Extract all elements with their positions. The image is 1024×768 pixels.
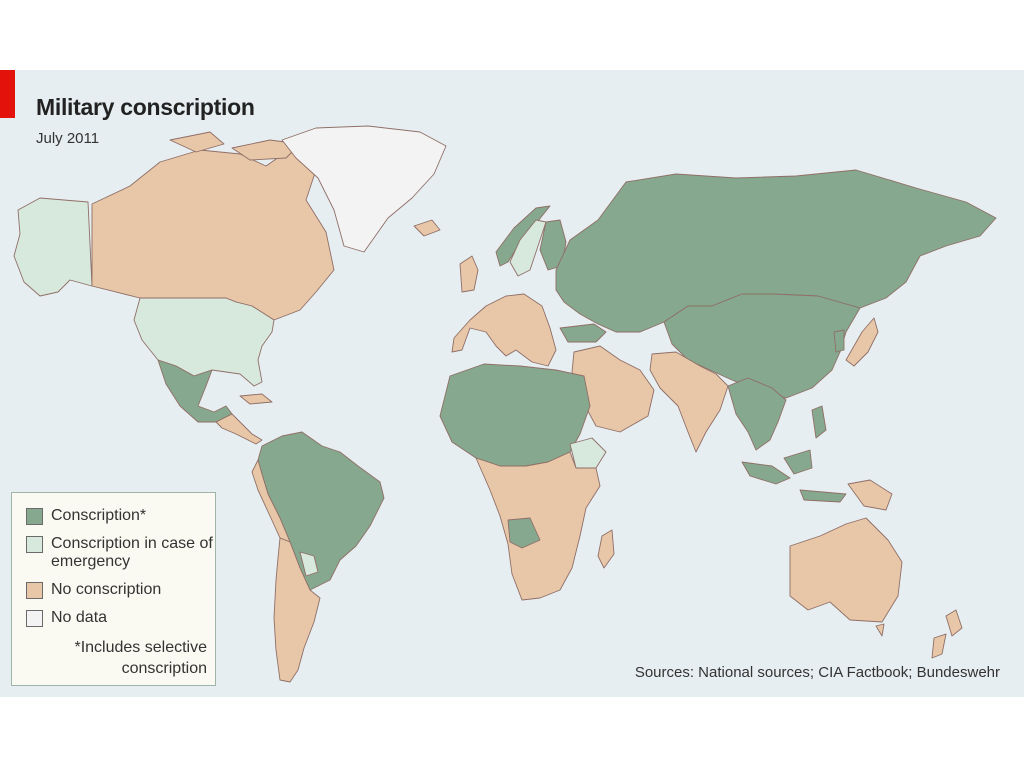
legend: Conscription* Conscription in case of em… — [11, 492, 216, 686]
region-western-europe — [451, 293, 557, 367]
region-central-america — [215, 413, 263, 445]
map-panel: Military conscription July 2011 Conscrip… — [0, 70, 1024, 697]
region-madagascar — [597, 529, 615, 569]
region-new-guinea — [847, 479, 893, 511]
region-iceland — [413, 219, 441, 237]
region-china — [663, 293, 861, 399]
region-indonesia — [741, 461, 791, 485]
legend-swatch — [26, 582, 43, 599]
region-ethiopia — [569, 437, 607, 469]
map-subtitle: July 2011 — [36, 130, 100, 147]
region-angola — [507, 517, 541, 549]
region-indonesia — [783, 449, 813, 475]
accent-bar — [0, 70, 15, 118]
region-usa — [133, 297, 275, 387]
region-new-zealand — [931, 633, 947, 659]
legend-label: Conscription in case of emergency — [51, 535, 213, 570]
region-india — [649, 351, 729, 453]
region-southeast-asia — [727, 377, 787, 451]
region-paraguay — [299, 551, 319, 577]
region-greenland — [281, 125, 447, 253]
region-australia — [789, 517, 903, 623]
map-title: Military conscription — [36, 94, 255, 120]
region-argentina-chile — [273, 537, 321, 683]
region-north-africa — [439, 363, 591, 467]
region-caribbean — [239, 393, 273, 405]
legend-label: Conscription* — [51, 507, 147, 524]
region-britain — [459, 255, 479, 293]
region-russia — [555, 169, 997, 333]
region-sweden — [509, 219, 547, 277]
region-new-zealand — [945, 609, 963, 637]
legend-swatch — [26, 536, 43, 553]
region-indonesia — [799, 489, 847, 503]
legend-note: *Includes selective conscription — [74, 639, 207, 677]
region-philippines — [811, 405, 827, 439]
region-japan — [845, 317, 879, 367]
region-canada — [169, 131, 225, 153]
region-africa-south — [475, 451, 601, 601]
region-turkey — [559, 323, 607, 343]
legend-label: No conscription — [51, 581, 162, 598]
region-alaska — [13, 197, 93, 297]
sources-note: Sources: National sources; CIA Factbook;… — [634, 664, 1000, 681]
legend-label: No data — [51, 609, 108, 626]
region-korea — [833, 329, 845, 353]
legend-swatch — [26, 610, 43, 627]
world-map — [13, 125, 997, 683]
legend-swatch — [26, 508, 43, 525]
region-tasmania — [875, 623, 885, 637]
region-mexico — [157, 359, 233, 423]
region-canada — [91, 147, 335, 321]
